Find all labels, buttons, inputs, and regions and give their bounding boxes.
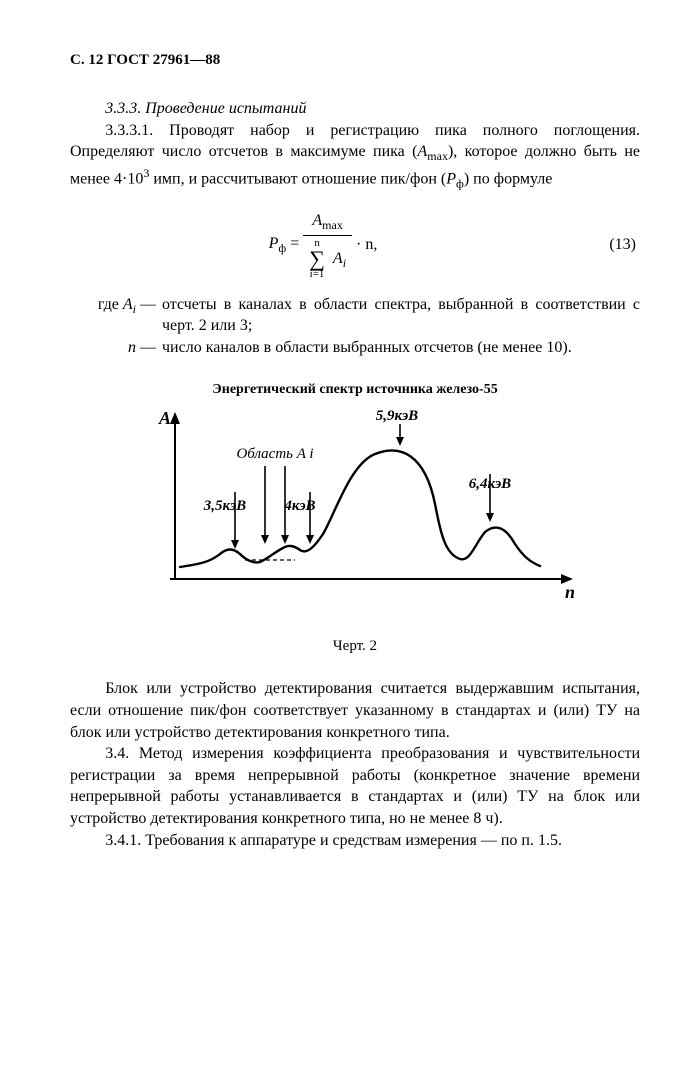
para-3-3-3-1: 3.3.3.1. Проводят набор и регистрацию пи… bbox=[70, 120, 640, 192]
svg-text:3,5кэВ: 3,5кэВ bbox=[203, 498, 246, 514]
svg-text:4кэВ: 4кэВ bbox=[283, 498, 315, 514]
where-n: число каналов в области выбранных отсчет… bbox=[162, 337, 640, 359]
section-3-3-3-title: 3.3.3. Проведение испытаний bbox=[70, 98, 640, 120]
para-3-4-1: 3.4.1. Требования к аппаратуре и средств… bbox=[70, 830, 640, 852]
sum-lower: i=1 bbox=[309, 269, 325, 280]
equation-13: Pф = Amax n ∑ i=1 Ai · n, (13) bbox=[70, 210, 640, 280]
where-ai: отсчеты в каналах в области спектра, выб… bbox=[162, 294, 640, 337]
eq-tail: · n, bbox=[356, 235, 377, 252]
svg-text:6,4кэВ: 6,4кэВ bbox=[469, 476, 511, 492]
para-after-fig: Блок или устройство детектирования счита… bbox=[70, 678, 640, 743]
figure-caption: Черт. 2 bbox=[70, 636, 640, 656]
spectrum-chart: An Область A i 3,5кэВ 4кэВ 5,9кэВ 6,4кэВ bbox=[70, 404, 640, 631]
equation-number: (13) bbox=[576, 234, 640, 256]
figure-title: Энергетический спектр источника железо-5… bbox=[70, 381, 640, 400]
svg-text:5,9кэВ: 5,9кэВ bbox=[376, 408, 418, 424]
svg-text:A: A bbox=[158, 408, 171, 428]
para-3-4: 3.4. Метод измерения коэффициента преобр… bbox=[70, 743, 640, 829]
page-header: С. 12 ГОСТ 27961—88 bbox=[70, 50, 640, 70]
where-block: где Ai — отсчеты в каналах в области спе… bbox=[70, 294, 640, 359]
svg-text:Область A i: Область A i bbox=[236, 446, 313, 462]
svg-text:n: n bbox=[565, 582, 575, 602]
